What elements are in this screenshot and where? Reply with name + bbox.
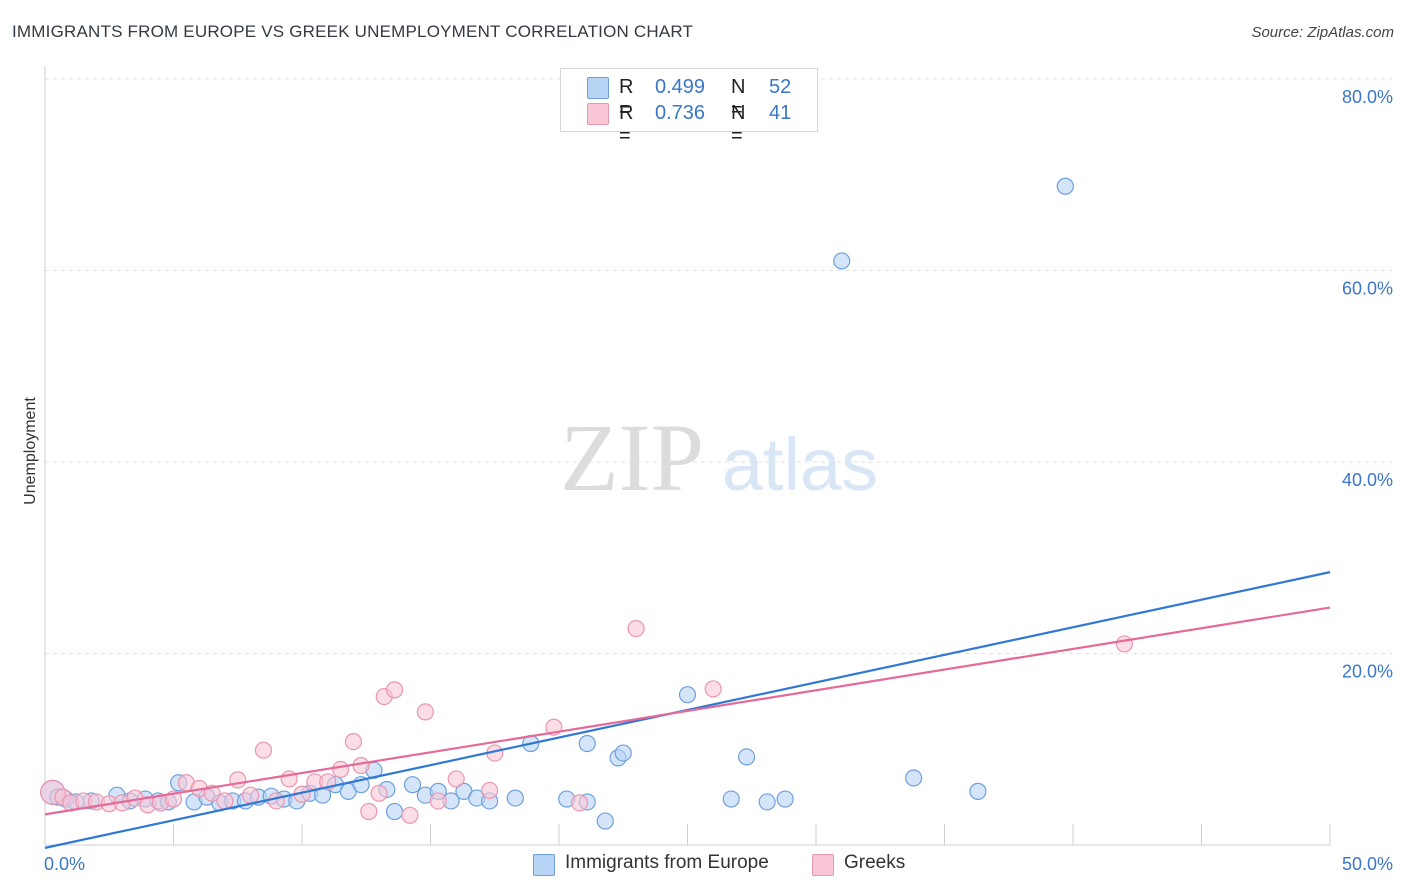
- point-immigrants-from-europe: [905, 769, 923, 787]
- point-immigrants-from-europe: [403, 776, 422, 794]
- point-greeks: [331, 760, 350, 778]
- y-axis-label-wrap: Unemployment: [6, 380, 46, 530]
- point-immigrants-from-europe: [614, 744, 632, 762]
- legend-swatch-greeks: [587, 103, 609, 125]
- point-immigrants-from-europe: [758, 793, 776, 811]
- point-greeks: [242, 786, 260, 804]
- point-greeks: [416, 703, 434, 721]
- point-immigrants-from-europe: [596, 812, 614, 830]
- point-immigrants-from-europe: [776, 790, 794, 808]
- y-tick-label: 80.0%: [1342, 87, 1393, 107]
- point-greeks: [481, 781, 499, 800]
- point-greeks: [254, 741, 273, 759]
- point-greeks: [216, 792, 234, 810]
- axes: [44, 66, 1331, 846]
- legend-n-value: 41: [769, 102, 792, 124]
- point-immigrants-from-europe: [738, 748, 756, 766]
- y-tick-label: 60.0%: [1342, 279, 1393, 299]
- point-greeks: [704, 680, 722, 698]
- y-tick-label: 40.0%: [1342, 470, 1393, 490]
- point-greeks: [267, 792, 285, 810]
- point-greeks: [627, 620, 645, 638]
- legend-r-value: 0.499: [655, 76, 706, 98]
- trend-lines: [44, 571, 1331, 849]
- watermark: ZIP atlas: [560, 404, 878, 511]
- point-greeks: [570, 794, 589, 812]
- x-tick-label: 50.0%: [1342, 854, 1393, 874]
- point-immigrants-from-europe: [385, 802, 404, 821]
- tick-labels: 20.0% 40.0% 60.0% 80.0% 0.0% 50.0%: [44, 87, 1393, 874]
- point-greeks: [370, 784, 388, 802]
- bottom-legend-swatch-greeks: [812, 854, 834, 876]
- chart-title: IMMIGRANTS FROM EUROPE VS GREEK UNEMPLOY…: [12, 22, 694, 41]
- legend-n-label: N =: [731, 102, 746, 147]
- point-greeks: [203, 784, 221, 802]
- y-axis-label: Unemployment: [22, 397, 39, 505]
- point-immigrants-from-europe: [722, 790, 740, 808]
- point-immigrants-from-europe: [578, 734, 596, 753]
- grid-lines: [45, 78, 1392, 654]
- point-greeks: [229, 771, 247, 789]
- bottom-legend-swatch-immigrants: [533, 854, 555, 876]
- point-greeks: [352, 756, 370, 775]
- watermark-zip: ZIP: [560, 404, 704, 511]
- watermark-atlas: atlas: [722, 423, 878, 506]
- point-immigrants-from-europe: [1056, 177, 1074, 195]
- legend-swatch-immigrants: [587, 77, 609, 99]
- legend-n-label: N =: [731, 76, 746, 121]
- point-greeks: [344, 732, 362, 751]
- correlation-legend: R = 0.499 N = 52 R = 0.736 N = 41: [560, 68, 818, 147]
- source-label: Source: ZipAtlas.com: [1251, 24, 1394, 41]
- legend-n-value: 52: [769, 76, 792, 98]
- point-immigrants-from-europe: [678, 686, 697, 704]
- point-immigrants-from-europe: [506, 789, 524, 807]
- bottom-legend-label-greeks: Greeks: [844, 852, 906, 873]
- point-greeks: [401, 806, 419, 824]
- point-greeks: [1115, 635, 1134, 653]
- legend-r-label: R =: [619, 76, 634, 121]
- bottom-legend-label-immigrants: Immigrants from Europe: [565, 852, 769, 873]
- point-greeks: [447, 770, 465, 788]
- data-points: [40, 177, 1134, 830]
- point-greeks: [360, 802, 378, 821]
- x-tick-label: 0.0%: [44, 854, 85, 874]
- point-greeks: [385, 681, 404, 699]
- legend-r-value: 0.736: [655, 102, 706, 124]
- y-tick-label: 20.0%: [1342, 662, 1393, 682]
- point-immigrants-from-europe: [833, 252, 851, 270]
- trend-line-greeks: [44, 606, 1331, 816]
- point-immigrants-from-europe: [969, 782, 987, 800]
- point-greeks: [429, 792, 447, 810]
- legend-r-label: R =: [619, 102, 634, 147]
